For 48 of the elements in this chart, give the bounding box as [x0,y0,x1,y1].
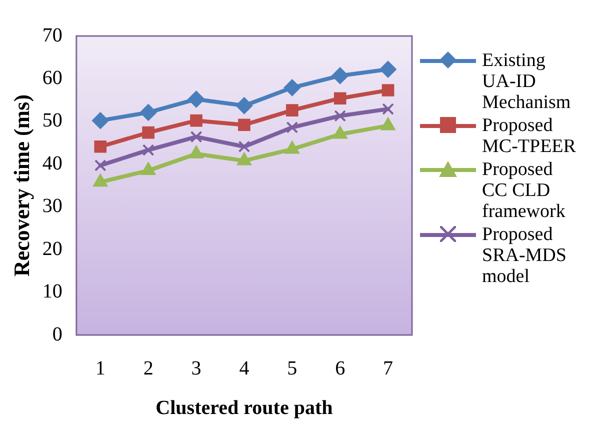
point [188,90,205,108]
x-axis-title: Clustered route path [156,397,333,420]
point [382,103,394,115]
point [332,126,348,139]
x-tick-label: 4 [239,357,250,380]
point [190,130,202,143]
point [142,144,154,156]
x-tick-label: 3 [191,357,202,380]
y-tick-label: 0 [52,323,62,346]
y-tick-label: 40 [42,152,62,174]
point [334,92,346,105]
x-tick-label: 7 [383,357,394,380]
point [94,140,107,153]
point [142,126,154,139]
point [140,104,157,121]
y-tick-label: 50 [42,110,62,132]
y-tick-label: 60 [42,66,62,89]
point [382,84,394,96]
legend-label: Existing UA-ID Mechanism [482,50,571,113]
point [94,159,106,172]
x-tick-label: 1 [95,357,106,380]
y-tick-label: 30 [42,195,62,218]
x-tick-label: 6 [335,357,346,380]
y-axis-title: Recovery time (ms) [8,94,34,277]
point [286,104,298,116]
point [286,121,298,134]
point [236,152,252,166]
y-tick-label: 20 [42,238,62,260]
y-tick-label: 70 [42,24,62,46]
point [284,140,300,154]
legend-label: Proposed SRA-MDS model [482,224,566,287]
point [380,60,397,78]
point [92,174,108,187]
y-tick-label: 10 [42,280,62,303]
point [188,145,204,158]
point [238,140,250,153]
point [190,114,202,127]
point [236,97,253,114]
point [238,118,250,132]
legend-label: Proposed MC-TPEER [482,115,576,157]
legend-label: Proposed CC CLD framework [482,159,566,222]
x-tick-label: 5 [287,357,298,380]
x-tick-label: 2 [143,357,154,380]
point [284,79,301,96]
point [140,162,156,176]
point [334,110,346,122]
point [92,112,109,130]
point [332,67,349,84]
